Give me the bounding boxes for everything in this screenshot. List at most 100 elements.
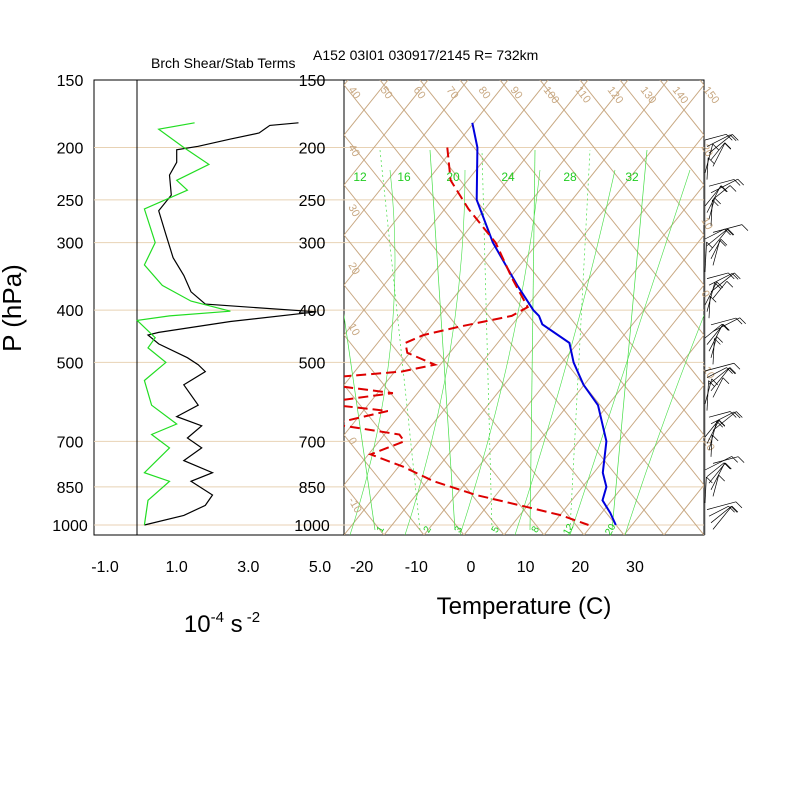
wind-barb-flag (707, 157, 715, 164)
wind-barb-flag (724, 462, 731, 470)
wind-barb-flag (741, 224, 749, 231)
wind-barb-flag (714, 197, 721, 205)
wind-barb-flag (729, 367, 737, 374)
isotherm-line (784, 80, 800, 535)
left-x-tick-label: -1.0 (91, 559, 119, 576)
left-x-tick-label: 3.0 (237, 559, 259, 576)
mixing-ratio-bottom-label: 20 (603, 522, 618, 538)
wind-barb-flag (727, 228, 735, 236)
wind-barb-flag (732, 134, 739, 141)
mixing-ratio-top-label: 16 (397, 170, 411, 184)
left-pressure-tick-label: 250 (57, 193, 84, 210)
wind-barb (708, 296, 711, 319)
stability-term-line (135, 122, 231, 526)
wind-barb (704, 281, 718, 306)
mixing-ratio-line (379, 149, 421, 531)
isotherm-label: 110 (573, 84, 593, 105)
isotherm-line (344, 80, 629, 436)
adiabat-left-label: 10 (345, 322, 362, 339)
moist-adiabat-line (514, 169, 616, 535)
mixing-ratio-line (529, 149, 536, 531)
shear-term-line (144, 122, 317, 526)
wind-barb (712, 143, 726, 167)
wind-barb-flag (706, 476, 713, 484)
mixing-ratio-top-label: 24 (501, 170, 515, 184)
wind-barb (708, 273, 733, 286)
wind-barb-flag (734, 272, 741, 280)
wind-barb (710, 462, 725, 490)
wind-barb-flag (728, 367, 736, 375)
right-x-tick-label: 20 (571, 559, 589, 576)
right-x-tick-label: 10 (517, 559, 535, 576)
wind-barb-flag (731, 505, 739, 513)
mixing-ratio-bottom-label: 2 (422, 524, 435, 535)
adiabat-line (499, 80, 704, 336)
adiabat-right-label: -10 (698, 362, 716, 382)
mixing-ratio-line (481, 149, 493, 531)
wind-barb-flag (723, 324, 730, 331)
wind-barb (706, 501, 737, 510)
wind-barb-flag (720, 185, 727, 193)
adiabat-line (619, 80, 704, 186)
right-pressure-tick-label: 200 (299, 140, 326, 157)
wind-barb-flag (712, 199, 719, 207)
wind-barb-flag (712, 143, 720, 151)
wind-barb (710, 178, 738, 194)
wind-barb (708, 228, 729, 253)
wind-barb-flag (720, 238, 728, 246)
right-series (344, 122, 617, 526)
left-pressure-tick-label: 400 (57, 303, 84, 320)
mixing-ratio-top-label: 28 (563, 170, 577, 184)
right-pressure-tick-label: 250 (299, 193, 326, 210)
left-pressure-tick-label: 200 (57, 140, 84, 157)
wind-barb (710, 434, 713, 457)
wind-barb (706, 185, 721, 213)
wind-barb-flag (718, 419, 726, 427)
wind-barb-flag (724, 142, 732, 150)
adiabat-line (344, 84, 704, 535)
isotherm-line (623, 434, 704, 535)
adiabat-right-label: 10 (698, 216, 715, 233)
adiabat-left-label: 0 (345, 436, 358, 447)
wind-barb (706, 134, 731, 147)
right-x-tick-label: 0 (467, 559, 476, 576)
wind-barb-flag (728, 272, 735, 280)
wind-barb (704, 133, 727, 141)
skewt-grid (344, 80, 800, 535)
adiabat-line (344, 334, 505, 535)
isotherm-line (344, 80, 549, 336)
left-x-tick-label: 5.0 (309, 559, 331, 576)
isotherm-label: 40 (346, 84, 363, 101)
isotherm-line (344, 80, 469, 236)
right-pressure-tick-label: 1000 (294, 518, 330, 535)
wind-barb-flag (737, 178, 744, 186)
adiabat-line (459, 80, 704, 386)
wind-barb (708, 324, 723, 352)
wind-barb-flag (706, 241, 713, 249)
wind-barb-flag (722, 324, 729, 331)
adiabat-line (780, 80, 800, 535)
wind-barb-flag (714, 338, 721, 345)
wind-barb-flag (733, 411, 741, 419)
y-axis-label: P (hPa) (0, 264, 27, 352)
wind-barb-flag (736, 411, 743, 418)
left-series (135, 122, 317, 526)
isotherm-line (703, 534, 704, 535)
moist-adiabat-line (349, 169, 396, 535)
wind-barb (712, 411, 737, 431)
wind-barb-flag (729, 134, 737, 142)
adiabat-line (419, 80, 704, 436)
left-pressure-tick-label: 850 (57, 480, 84, 497)
isotherm-line (344, 80, 349, 86)
right-pressure-tick-label: 400 (299, 303, 326, 320)
isotherm-label: 50 (378, 84, 395, 101)
right-pressure-tick-label: 500 (299, 355, 326, 372)
wind-barb (710, 199, 713, 226)
isotherm-label: 140 (670, 84, 691, 106)
moist-adiabat-line (404, 169, 466, 535)
wind-barb (706, 420, 720, 444)
right-panel-frame (343, 79, 705, 536)
wind-barb (712, 317, 740, 332)
